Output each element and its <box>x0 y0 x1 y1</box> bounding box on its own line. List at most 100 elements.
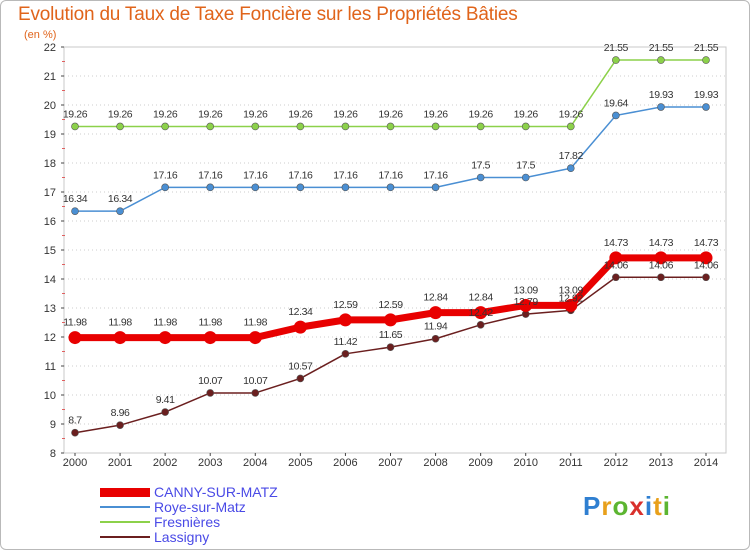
data-point <box>206 122 215 131</box>
x-tick-label: 2006 <box>333 457 357 469</box>
data-label: 19.26 <box>469 108 494 120</box>
y-tick-label: 20 <box>44 100 56 112</box>
data-point <box>248 331 262 345</box>
data-label: 19.26 <box>333 108 358 120</box>
logo-letter: i <box>644 491 654 521</box>
data-point <box>161 183 169 192</box>
x-tick-label: 2011 <box>559 457 583 469</box>
legend-label-roye: Roye-sur-Matz <box>154 499 246 515</box>
data-point <box>386 183 395 192</box>
data-label: 19.64 <box>604 97 629 109</box>
data-label: 21.55 <box>694 42 719 54</box>
data-label: 14.73 <box>604 237 629 249</box>
data-point <box>386 343 395 351</box>
y-tick-label: 17 <box>44 187 56 199</box>
y-tick-label: 9 <box>50 419 56 431</box>
data-label: 19.93 <box>649 89 674 101</box>
data-point <box>474 306 488 320</box>
x-tick-label: 2013 <box>649 457 673 469</box>
data-point <box>341 350 350 358</box>
legend-swatch-lassigny <box>100 536 150 538</box>
data-point <box>431 183 440 192</box>
data-label: 21.55 <box>649 42 674 54</box>
series-line <box>75 106 706 212</box>
data-label: 12.42 <box>469 307 494 319</box>
proxiti-logo: Proxiti <box>583 491 671 522</box>
y-tick-label: 18 <box>44 158 56 170</box>
data-label: 10.57 <box>288 360 313 372</box>
legend-swatch-fresnieres <box>100 521 150 523</box>
legend-item-roye: Roye-sur-Matz <box>100 499 360 515</box>
data-point <box>702 273 710 282</box>
data-point <box>161 408 169 416</box>
data-label: 17.16 <box>243 169 268 181</box>
y-tick-label: 11 <box>45 361 56 373</box>
data-point <box>612 111 620 120</box>
data-label: 17.16 <box>198 169 223 181</box>
data-point <box>251 122 260 131</box>
data-label: 11.42 <box>334 336 358 348</box>
x-tick-label: 2012 <box>604 457 628 469</box>
data-label: 11.98 <box>108 317 132 329</box>
x-tick-label: 2007 <box>378 457 402 469</box>
data-point <box>702 103 710 111</box>
data-label: 14.73 <box>694 237 719 249</box>
data-label: 21.55 <box>604 42 629 54</box>
data-label: 19.26 <box>63 108 88 120</box>
x-tick-label: 2008 <box>423 457 447 469</box>
data-label: 11.98 <box>198 317 222 329</box>
data-label: 11.98 <box>63 317 87 329</box>
x-tick-label: 2001 <box>108 457 132 469</box>
data-label: 19.26 <box>198 108 223 120</box>
data-label: 9.41 <box>156 394 175 406</box>
data-label: 17.16 <box>378 169 403 181</box>
data-point <box>702 56 710 64</box>
data-label: 14.73 <box>649 237 674 249</box>
data-label: 13.09 <box>559 284 584 296</box>
legend-item-lassigny: Lassigny <box>100 529 360 545</box>
data-point <box>429 306 443 320</box>
data-point <box>206 183 215 192</box>
data-label: 10.07 <box>243 375 268 387</box>
data-label: 17.5 <box>471 160 490 172</box>
data-point <box>657 103 665 111</box>
data-label: 19.26 <box>514 108 539 120</box>
data-point <box>293 320 307 334</box>
legend-label-lassigny: Lassigny <box>154 529 210 545</box>
y-tick-label: 8 <box>50 448 56 460</box>
data-label: 17.82 <box>559 150 584 162</box>
chart-title: Evolution du Taux de Taxe Foncière sur l… <box>18 4 518 25</box>
data-point <box>116 122 124 131</box>
data-point <box>476 173 485 182</box>
data-point <box>476 321 485 329</box>
y-tick-label: 21 <box>44 71 56 83</box>
data-label: 19.26 <box>108 108 133 120</box>
y-tick-label: 16 <box>44 216 56 228</box>
data-point <box>699 251 713 265</box>
data-label: 11.65 <box>379 329 403 341</box>
logo-letter: P <box>583 491 602 521</box>
logo-letter: x <box>629 491 645 521</box>
data-point <box>564 298 578 312</box>
data-label: 12.59 <box>333 299 358 311</box>
y-tick-label: 14 <box>44 274 56 286</box>
y-tick-label: 13 <box>44 303 56 315</box>
data-label: 10.07 <box>198 375 223 387</box>
data-label: 12.84 <box>469 292 494 304</box>
data-point <box>161 122 169 131</box>
data-point <box>71 428 79 437</box>
data-label: 19.26 <box>153 108 178 120</box>
data-point <box>203 331 217 345</box>
logo-letter: o <box>612 491 630 521</box>
logo-letter: t <box>653 491 663 521</box>
data-point <box>654 251 668 265</box>
data-label: 12.79 <box>514 296 539 308</box>
legend-item-fresnieres: Fresnières <box>100 514 360 530</box>
data-label: 19.93 <box>694 89 719 101</box>
legend-label-canny: CANNY-SUR-MATZ <box>154 484 278 500</box>
y-tick-label: 15 <box>44 245 56 257</box>
data-label: 12.34 <box>288 306 313 318</box>
data-point <box>431 334 440 343</box>
x-tick-label: 2010 <box>513 457 537 469</box>
